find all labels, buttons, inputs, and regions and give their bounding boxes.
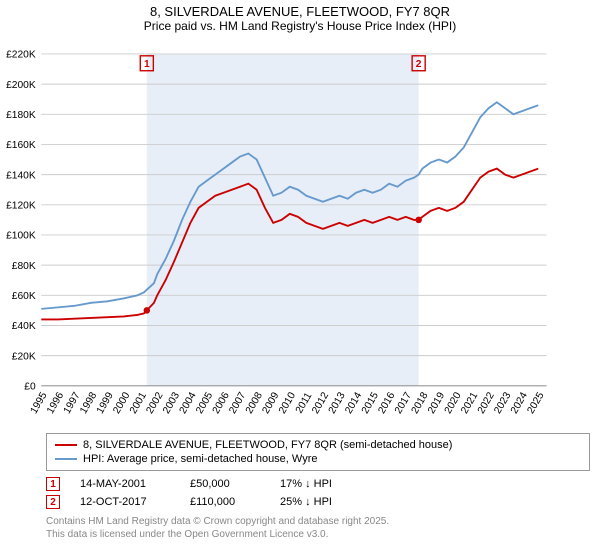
legend-label: 8, SILVERDALE AVENUE, FLEETWOOD, FY7 8QR… [83, 439, 452, 451]
svg-text:£20K: £20K [12, 351, 36, 362]
legend-item: 8, SILVERDALE AVENUE, FLEETWOOD, FY7 8QR… [55, 438, 581, 452]
legend-label: HPI: Average price, semi-detached house,… [83, 453, 317, 465]
line-chart: £0 £20K £40K £60K £80K £100K £120K £140K £160K £1… [4, 37, 554, 427]
svg-text:£200K: £200K [6, 80, 36, 91]
chart-area: £0£20K£40K£60K£80K£100K£120K£140K£160K£1… [44, 37, 594, 427]
chart-title: 8, SILVERDALE AVENUE, FLEETWOOD, FY7 8QR [0, 0, 600, 19]
svg-text:2: 2 [416, 59, 422, 70]
svg-text:£40K: £40K [12, 321, 36, 332]
svg-text:£0: £0 [24, 382, 36, 393]
transaction-delta: 25% ↓ HPI [280, 496, 332, 508]
transactions: 1 14-MAY-2001 £50,000 17% ↓ HPI 2 12-OCT-2017… [46, 475, 590, 511]
legend-item: HPI: Average price, semi-detached house,… [55, 452, 581, 466]
transaction-marker: 2 [46, 495, 60, 509]
transaction-row: 2 12-OCT-2017 £110,000 25% ↓ HPI [46, 493, 590, 511]
chart-subtitle: Price paid vs. HM Land Registry's House … [0, 19, 600, 37]
transaction-date: 14-MAY-2001 [80, 478, 170, 490]
transaction-price: £110,000 [190, 496, 260, 508]
svg-text:1: 1 [144, 59, 150, 70]
svg-text:£180K: £180K [6, 110, 36, 121]
svg-text:£100K: £100K [6, 231, 36, 242]
svg-text:£80K: £80K [12, 261, 36, 272]
svg-text:£120K: £120K [6, 201, 36, 212]
transaction-date: 12-OCT-2017 [80, 496, 170, 508]
svg-text:£140K: £140K [6, 170, 36, 181]
attribution-line: This data is licensed under the Open Gov… [46, 528, 590, 541]
svg-text:£160K: £160K [6, 140, 36, 151]
transaction-delta: 17% ↓ HPI [280, 478, 332, 490]
svg-text:£220K: £220K [6, 50, 36, 61]
legend: 8, SILVERDALE AVENUE, FLEETWOOD, FY7 8QR… [46, 433, 590, 471]
svg-text:£60K: £60K [12, 291, 36, 302]
transaction-marker: 1 [46, 477, 60, 491]
transaction-price: £50,000 [190, 478, 260, 490]
attribution-line: Contains HM Land Registry data © Crown c… [46, 515, 590, 528]
legend-swatch [55, 458, 77, 460]
attribution: Contains HM Land Registry data © Crown c… [46, 515, 590, 541]
legend-swatch [55, 444, 77, 446]
transaction-row: 1 14-MAY-2001 £50,000 17% ↓ HPI [46, 475, 590, 493]
